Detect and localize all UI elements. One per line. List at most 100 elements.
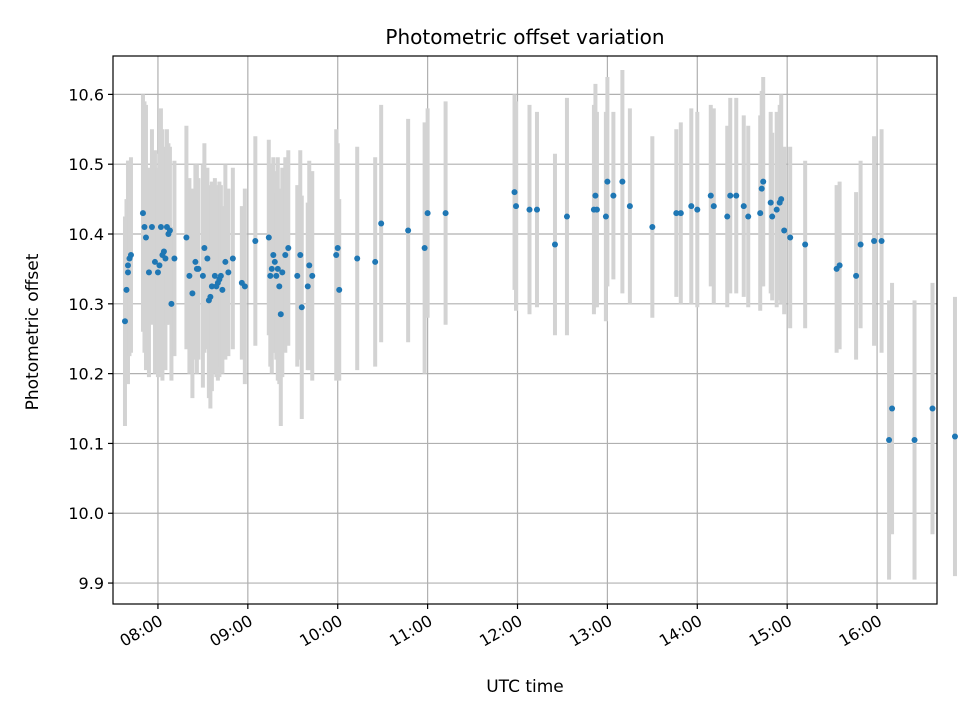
data-point <box>769 213 776 220</box>
data-point <box>241 283 248 290</box>
data-point <box>201 244 208 251</box>
data-point <box>145 269 152 276</box>
y-tick-label: 10.3 <box>68 295 104 314</box>
data-point <box>298 304 305 311</box>
data-point <box>294 272 301 279</box>
data-point <box>186 272 193 279</box>
data-point <box>604 178 611 185</box>
data-point <box>282 251 289 258</box>
data-point <box>421 244 428 251</box>
data-point <box>141 224 148 231</box>
y-tick-label: 10.4 <box>68 225 104 244</box>
y-tick-label: 10.1 <box>68 434 104 453</box>
data-point <box>192 258 199 265</box>
data-point <box>304 283 311 290</box>
data-point <box>207 293 214 300</box>
data-points <box>121 178 958 443</box>
data-point <box>602 213 609 220</box>
y-tick-label: 10.2 <box>68 365 104 384</box>
data-point <box>758 185 765 192</box>
data-point <box>745 213 752 220</box>
data-point <box>649 224 656 231</box>
data-point <box>929 405 936 412</box>
data-point <box>740 203 747 210</box>
data-point <box>778 196 785 203</box>
data-point <box>951 433 958 440</box>
data-point <box>781 227 788 234</box>
data-point <box>333 251 340 258</box>
data-point <box>127 251 134 258</box>
data-point <box>195 265 202 272</box>
data-point <box>724 213 731 220</box>
data-point <box>533 206 540 213</box>
data-point <box>285 244 292 251</box>
data-point <box>160 248 167 255</box>
data-point <box>306 262 313 269</box>
data-point <box>229 255 236 262</box>
data-point <box>124 262 131 269</box>
data-point <box>162 255 169 262</box>
data-point <box>270 251 277 258</box>
y-tick-label: 10.0 <box>68 504 104 523</box>
data-point <box>707 192 714 199</box>
data-point <box>773 206 780 213</box>
data-point <box>372 258 379 265</box>
plot-area-frame <box>112 55 938 605</box>
data-point <box>802 241 809 248</box>
data-point <box>139 210 146 217</box>
data-point <box>836 262 843 269</box>
data-point <box>626 203 633 210</box>
data-point <box>889 405 896 412</box>
data-point <box>121 318 128 325</box>
data-point <box>297 251 304 258</box>
data-point <box>767 199 774 206</box>
data-point <box>378 220 385 227</box>
data-point <box>183 234 190 241</box>
data-point <box>252 237 259 244</box>
data-point <box>787 234 794 241</box>
data-point <box>733 192 740 199</box>
y-axis-ticks: 9.9 10.0 10.1 10.2 10.3 10.4 10.5 10.6 <box>68 85 113 593</box>
y-tick-label: 10.6 <box>68 85 104 104</box>
data-point <box>151 258 158 265</box>
data-point <box>878 237 885 244</box>
data-point <box>211 272 218 279</box>
data-point <box>911 436 918 443</box>
data-point <box>551 241 558 248</box>
data-point <box>265 234 272 241</box>
data-point <box>563 213 570 220</box>
data-point <box>526 206 533 213</box>
y-axis-label: Photometric offset <box>23 253 43 410</box>
data-point <box>124 269 131 276</box>
data-point <box>148 224 155 231</box>
data-point <box>760 178 767 185</box>
data-point <box>225 269 232 276</box>
data-point <box>222 258 229 265</box>
data-point <box>336 286 343 293</box>
data-point <box>157 224 164 231</box>
data-point <box>610 192 617 199</box>
data-point <box>757 210 764 217</box>
data-point <box>268 265 275 272</box>
data-point <box>309 272 316 279</box>
chart-title: Photometric offset variation <box>385 25 664 49</box>
data-point <box>592 192 599 199</box>
data-point <box>142 234 149 241</box>
data-point <box>405 227 412 234</box>
data-point <box>619 178 626 185</box>
y-tick-label: 9.9 <box>79 574 104 593</box>
x-axis-label: UTC time <box>486 677 564 697</box>
data-point <box>271 258 278 265</box>
data-point <box>673 210 680 217</box>
data-point <box>857 241 864 248</box>
data-point <box>219 286 226 293</box>
data-point <box>677 210 684 217</box>
data-point <box>593 206 600 213</box>
y-tick-label: 10.5 <box>68 155 104 174</box>
data-point <box>424 210 431 217</box>
data-point <box>354 255 361 262</box>
data-point <box>217 272 224 279</box>
data-point <box>277 311 284 318</box>
data-point <box>511 189 518 196</box>
